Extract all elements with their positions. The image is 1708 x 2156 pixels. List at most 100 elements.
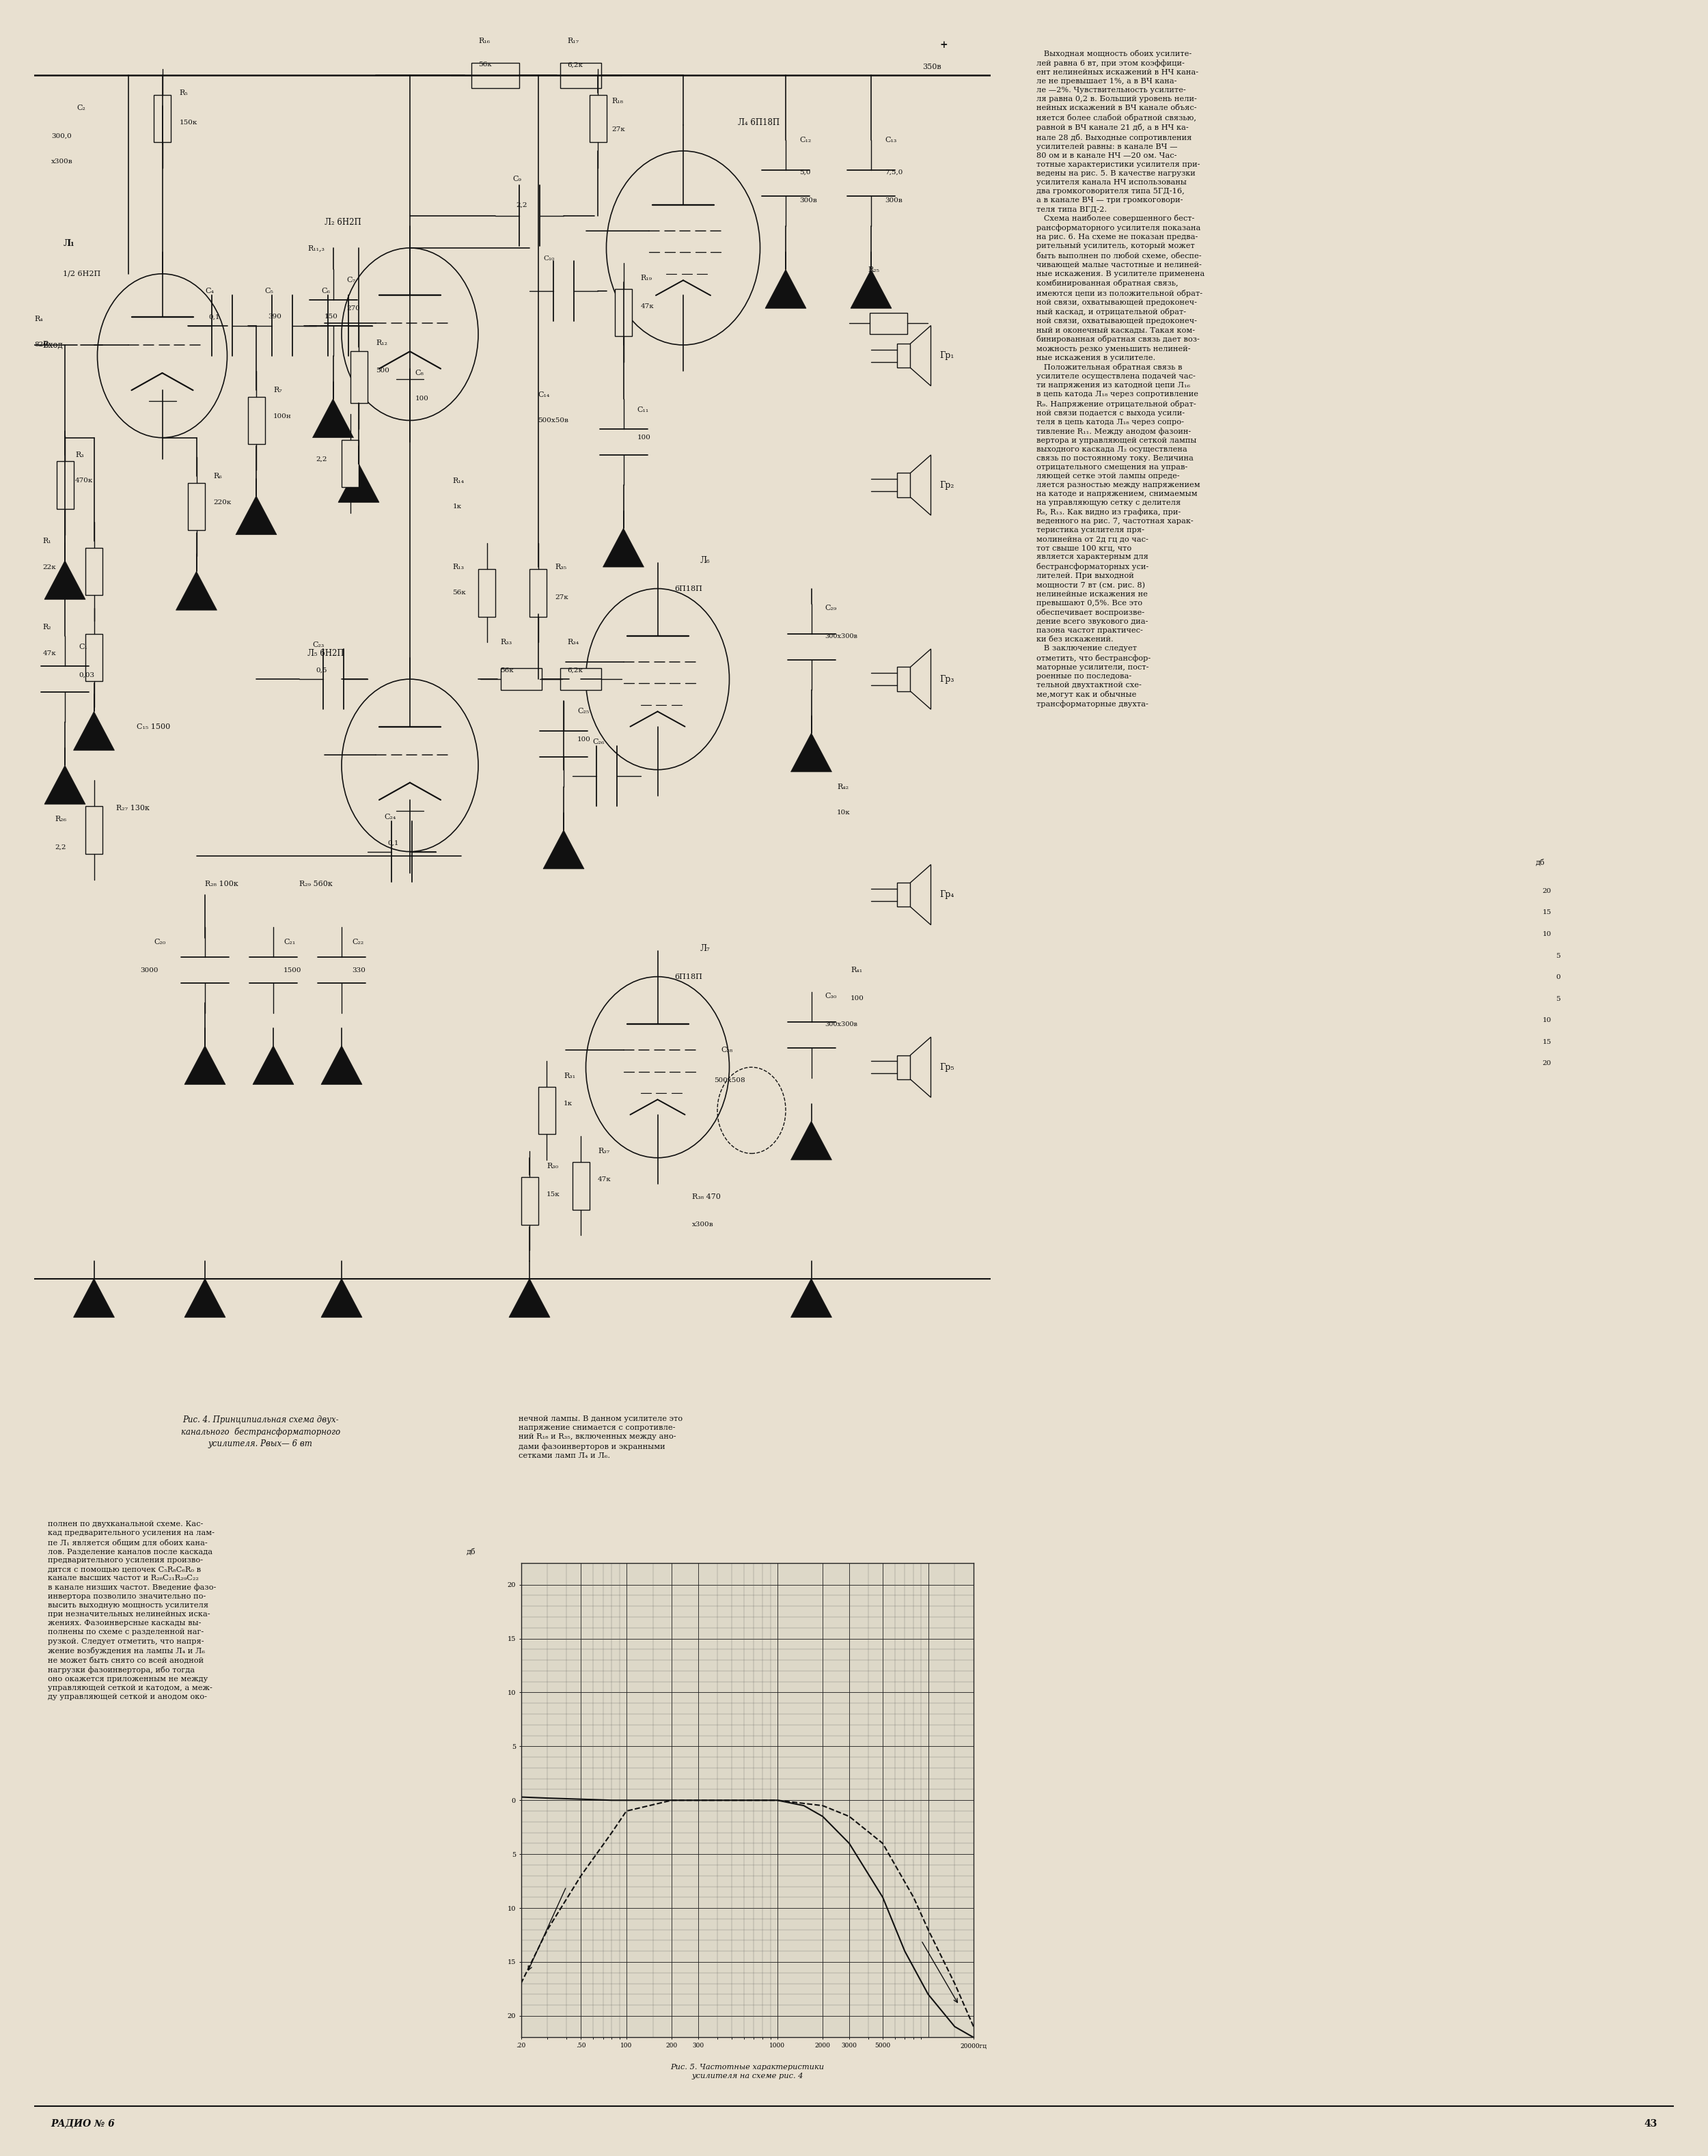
Polygon shape — [184, 1046, 225, 1084]
Text: C₂: C₂ — [77, 103, 85, 112]
Text: R₁₆: R₁₆ — [478, 37, 490, 45]
Text: Гр₃: Гр₃ — [939, 675, 955, 683]
Text: C₂₅: C₂₅ — [577, 707, 589, 716]
Text: Рис. 4. Принципиальная схема двух-
канального  бестрансформаторного
усилителя. P: Рис. 4. Принципиальная схема двух- канал… — [181, 1416, 340, 1449]
Text: R₂₈ 100к: R₂₈ 100к — [205, 880, 239, 888]
Text: 1/2 6Н2П: 1/2 6Н2П — [63, 270, 101, 278]
Bar — [478, 569, 495, 617]
Text: х300в: х300в — [51, 160, 73, 164]
Text: полнен по двухканальной схеме. Кас-
кад предварительного усиления на лам-
пе Л₁ : полнен по двухканальной схеме. Кас- кад … — [48, 1520, 215, 1701]
Text: R₆: R₆ — [214, 472, 222, 481]
Text: 0: 0 — [1556, 975, 1561, 981]
Text: 10к: 10к — [868, 293, 881, 298]
Text: 300x300в: 300x300в — [825, 1022, 857, 1026]
Text: 27к: 27к — [611, 127, 625, 132]
Text: R₃₅: R₃₅ — [555, 563, 567, 571]
Text: Л₇: Л₇ — [700, 944, 711, 953]
Text: C₂₆: C₂₆ — [593, 737, 605, 746]
Bar — [897, 666, 910, 692]
Text: 15: 15 — [1542, 1039, 1551, 1046]
Text: 1500: 1500 — [284, 968, 302, 972]
Text: 350в: 350в — [922, 63, 941, 71]
Text: 6П18П: 6П18П — [675, 972, 702, 981]
Text: 10к: 10к — [837, 811, 851, 815]
Bar — [572, 1162, 589, 1210]
Text: 10: 10 — [1542, 1018, 1551, 1024]
Bar — [85, 548, 102, 595]
Text: R₁₃: R₁₃ — [453, 563, 465, 571]
Polygon shape — [910, 1037, 931, 1097]
Bar — [529, 569, 547, 617]
Polygon shape — [338, 464, 379, 502]
Text: 56к: 56к — [500, 668, 514, 673]
Text: 470к: 470к — [75, 479, 94, 483]
Bar — [560, 668, 601, 690]
Text: 6П18П: 6П18П — [675, 584, 702, 593]
Text: R₁: R₁ — [43, 537, 51, 545]
Text: +: + — [939, 41, 948, 50]
Text: C₂₈: C₂₈ — [721, 1046, 733, 1054]
Text: 100: 100 — [851, 996, 864, 1000]
Text: 820: 820 — [34, 343, 48, 347]
Text: 7,5,0: 7,5,0 — [885, 170, 904, 175]
Bar — [350, 351, 367, 403]
Bar — [897, 1054, 910, 1080]
Bar — [538, 1087, 555, 1134]
Text: R₄₁: R₄₁ — [851, 966, 863, 975]
Text: R₁₁,₃: R₁₁,₃ — [307, 244, 325, 252]
Text: 300x300в: 300x300в — [825, 634, 857, 638]
Bar — [560, 63, 601, 88]
Text: C₄: C₄ — [205, 287, 214, 295]
Text: x300в: x300в — [692, 1222, 714, 1227]
Text: Л₄ 6П18П: Л₄ 6П18П — [738, 119, 779, 127]
Text: 100: 100 — [415, 397, 429, 401]
Text: 5,0: 5,0 — [799, 170, 811, 175]
Text: 1к: 1к — [564, 1102, 572, 1106]
Text: 330: 330 — [352, 968, 366, 972]
Text: C₁₁: C₁₁ — [637, 405, 649, 414]
Text: C₂₁: C₂₁ — [284, 938, 295, 946]
Text: Гр₅: Гр₅ — [939, 1063, 955, 1072]
Polygon shape — [509, 1279, 550, 1317]
Text: 47к: 47к — [598, 1177, 611, 1181]
Text: R₂: R₂ — [43, 623, 51, 632]
Text: 220к: 220к — [214, 500, 232, 505]
Text: Л₅ 6Н2П: Л₅ 6Н2П — [307, 649, 343, 658]
Text: C₂₉: C₂₉ — [825, 604, 837, 612]
Text: R₁₉: R₁₉ — [640, 274, 652, 282]
Text: 0,1: 0,1 — [208, 315, 220, 319]
Text: нечной лампы. В данном усилителе это
напряжение снимается с сопротивле-
ний R₁₈ : нечной лампы. В данном усилителе это нап… — [519, 1416, 683, 1460]
Text: Рис. 5. Частотные характеристики
усилителя на схеме рис. 4: Рис. 5. Частотные характеристики усилите… — [670, 2063, 825, 2081]
Text: R₅: R₅ — [179, 88, 188, 97]
Text: Вход: Вход — [43, 341, 63, 349]
Text: R₃₇: R₃₇ — [598, 1147, 610, 1156]
Text: R₃₁: R₃₁ — [564, 1072, 576, 1080]
Text: R₁₀: R₁₀ — [316, 429, 328, 438]
Polygon shape — [253, 1046, 294, 1084]
Text: C₂₀: C₂₀ — [154, 938, 166, 946]
Text: C₁₅ 1500: C₁₅ 1500 — [137, 722, 171, 731]
Bar — [85, 634, 102, 681]
Text: 56к: 56к — [453, 591, 466, 595]
Text: C₇: C₇ — [347, 276, 355, 285]
Polygon shape — [910, 326, 931, 386]
Bar — [56, 461, 73, 509]
Text: 2,2: 2,2 — [316, 457, 328, 461]
Text: 6,2к: 6,2к — [567, 668, 582, 673]
Text: 100: 100 — [577, 737, 591, 742]
Text: Выходная мощность обоих усилите-
лей равна 6 вт, при этом коэффици-
ент нелинейн: Выходная мощность обоих усилите- лей рав… — [1037, 50, 1204, 707]
Text: R₄: R₄ — [34, 315, 43, 323]
Text: 56к: 56к — [478, 63, 492, 67]
Text: C₃₀: C₃₀ — [825, 992, 837, 1000]
Text: C₁₄: C₁₄ — [538, 390, 550, 399]
Text: 270: 270 — [347, 306, 360, 310]
Text: 0,1: 0,1 — [388, 841, 400, 845]
Bar — [521, 1177, 538, 1225]
Polygon shape — [73, 711, 114, 750]
Text: C₂₄: C₂₄ — [384, 813, 396, 821]
Polygon shape — [73, 1279, 114, 1317]
Text: R₃₃: R₃₃ — [500, 638, 512, 647]
Bar — [589, 95, 606, 142]
Text: C₆: C₆ — [321, 287, 330, 295]
Text: R₃₄: R₃₄ — [567, 638, 579, 647]
